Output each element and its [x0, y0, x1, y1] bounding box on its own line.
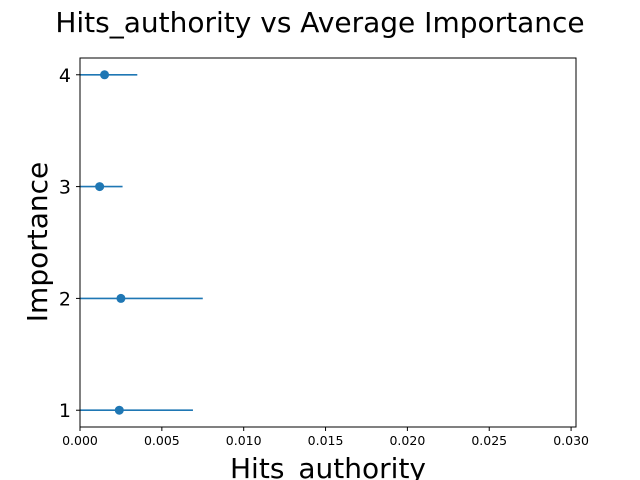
x-axis-ticks: 0.000 0.005 0.010 0.015 0.020 0.025 0.030 [62, 427, 589, 448]
data-point-3 [95, 182, 105, 192]
x-tick-label-7: 0.030 [553, 433, 589, 448]
y-axis-ticks: 1 2 3 4 [59, 65, 80, 422]
data-point-1 [114, 405, 124, 415]
data-point-2 [116, 293, 126, 303]
x-tick-label-4: 0.015 [308, 433, 344, 448]
y-axis-label: Importance [21, 162, 54, 322]
y-tick-label-2: 2 [59, 288, 71, 310]
x-tick-label-2: 0.005 [144, 433, 180, 448]
plot-frame [79, 57, 577, 428]
chart-title: Hits_authority vs Average Importance [55, 6, 584, 39]
y-tick-label-3: 3 [59, 177, 71, 199]
data-point-4 [100, 70, 110, 80]
y-tick-label-4: 4 [59, 65, 71, 87]
x-tick-label-3: 0.010 [226, 433, 262, 448]
x-axis-label: Hits_authority [230, 452, 426, 480]
x-tick-label-6: 0.025 [471, 433, 507, 448]
y-tick-label-1: 1 [59, 400, 71, 422]
x-tick-label-5: 0.020 [389, 433, 425, 448]
x-tick-label-1: 0.000 [62, 433, 98, 448]
plot-marks [80, 70, 203, 415]
